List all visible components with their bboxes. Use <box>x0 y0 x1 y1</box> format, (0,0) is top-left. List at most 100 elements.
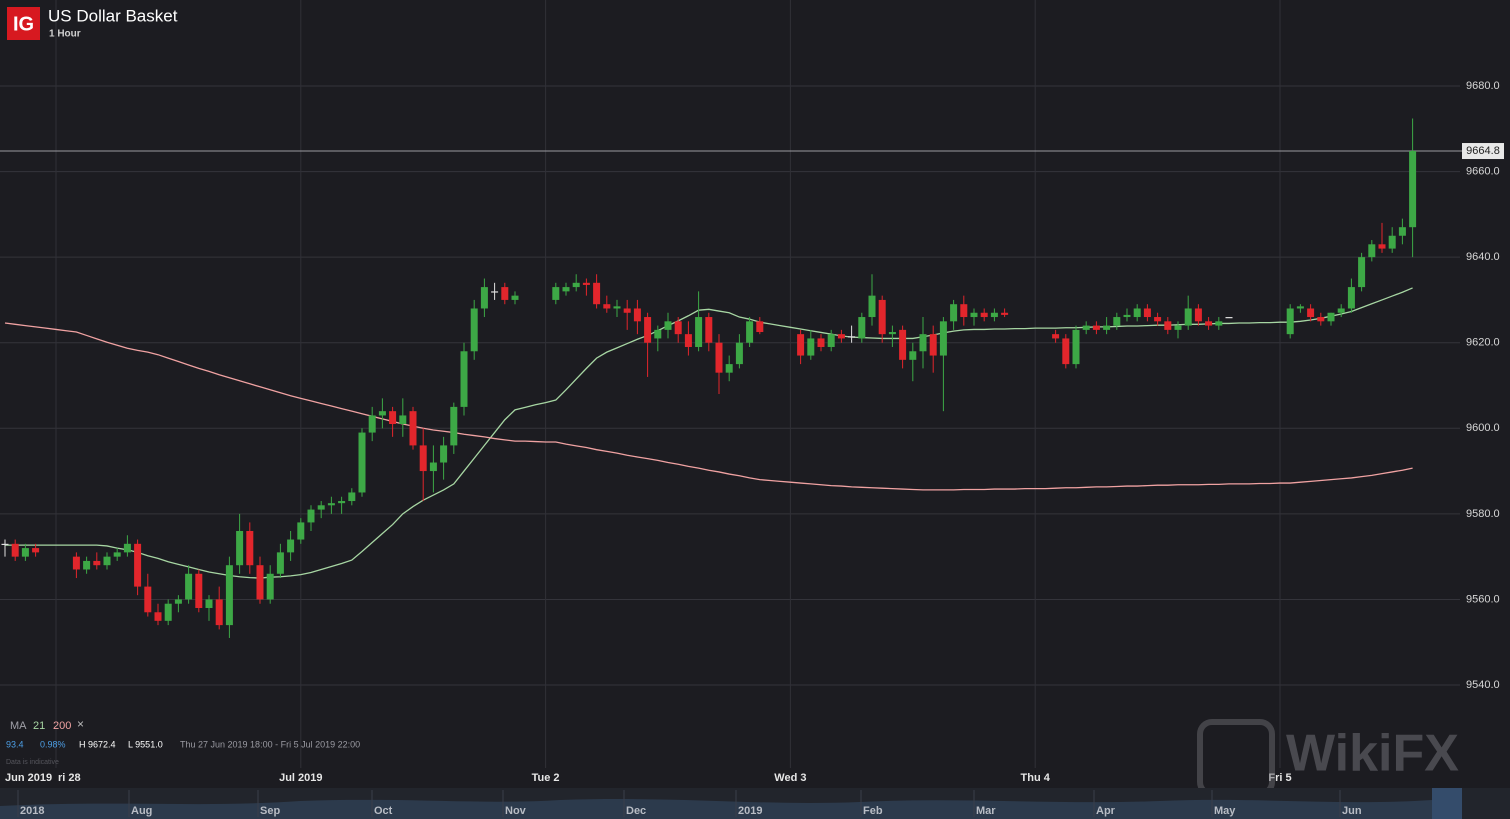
navigator-label: Aug <box>131 805 152 817</box>
candle-body <box>1347 287 1355 309</box>
candle-body <box>1001 312 1009 315</box>
change-percent: 0.98% <box>40 739 66 749</box>
candle-body <box>399 415 407 425</box>
x-tick-label: Thu 4 <box>1021 772 1051 784</box>
candle-body <box>1103 325 1111 330</box>
candle-body <box>1052 334 1060 339</box>
candle-body <box>368 415 376 433</box>
candle-body <box>1388 235 1396 249</box>
interval: 1 Hour <box>49 29 81 40</box>
date-range: Thu 27 Jun 2019 18:00 - Fri 5 Jul 2019 2… <box>180 739 360 749</box>
candle-body <box>664 321 672 330</box>
candle-body <box>1337 308 1345 313</box>
navigator-label: May <box>1214 805 1236 817</box>
candle-body <box>409 411 417 446</box>
candle-body <box>429 462 437 472</box>
candle-body <box>633 308 641 322</box>
watermark-text: WikiFX <box>1286 725 1459 783</box>
candle-body <box>950 304 958 322</box>
legend-entry[interactable]: 21 <box>33 720 45 732</box>
candle-body <box>1184 308 1192 326</box>
navigator-label: Oct <box>374 805 393 817</box>
candle-body <box>684 334 692 347</box>
candle-body <box>1317 317 1325 322</box>
candle-body <box>695 317 703 347</box>
candle-body <box>929 334 937 356</box>
navigator-label: Apr <box>1096 805 1116 817</box>
candle-body <box>378 411 386 416</box>
logo-text: IG <box>13 13 34 35</box>
candle-body <box>1205 321 1213 326</box>
candle-body <box>256 565 264 600</box>
candle-body <box>501 287 509 300</box>
candle-body <box>154 612 162 621</box>
candle-body <box>990 312 998 318</box>
change: 93.4 <box>6 739 24 749</box>
candle-body <box>348 492 356 502</box>
navigator-label: Mar <box>976 805 996 817</box>
candle-body <box>1358 257 1366 288</box>
navigator-label: Sep <box>260 805 280 817</box>
candle-body <box>848 336 856 338</box>
candle-body <box>1154 317 1162 322</box>
candle-body <box>205 599 213 608</box>
candle-body <box>1062 338 1070 365</box>
legend-close[interactable]: × <box>77 717 84 731</box>
candle-body <box>899 329 907 360</box>
candle-body <box>1174 325 1182 330</box>
candle-body <box>470 308 478 352</box>
candle-body <box>358 432 366 493</box>
candle-body <box>878 299 886 335</box>
candle-body <box>1164 321 1172 330</box>
candle-body <box>603 304 611 309</box>
candle-body <box>644 317 652 343</box>
candle-body <box>21 548 29 557</box>
candle-body <box>480 287 488 309</box>
x-tick-label: ri 28 <box>58 772 81 784</box>
candle-body <box>552 287 560 300</box>
candle-body <box>858 317 866 339</box>
candle-body <box>1398 227 1406 236</box>
candle-body <box>123 543 131 553</box>
candle-body <box>317 505 325 510</box>
candle-body <box>960 304 968 318</box>
candle-body <box>93 560 101 566</box>
candle-body <box>1133 308 1141 318</box>
candle-body <box>715 342 723 373</box>
candle-body <box>980 312 988 318</box>
note: Data is indicative <box>6 759 59 766</box>
candle-body <box>970 312 978 318</box>
candle-body <box>1072 329 1080 365</box>
candle-body <box>909 351 917 360</box>
candle-body <box>725 364 733 373</box>
x-start-label: Jun 2019 <box>5 772 52 784</box>
navigator-window[interactable] <box>1432 788 1462 819</box>
candle-body <box>174 599 182 604</box>
candle-body <box>1327 312 1335 322</box>
x-tick-label: Wed 3 <box>774 772 806 784</box>
candle-body <box>83 560 91 570</box>
candle-body <box>939 321 947 356</box>
candle-body <box>735 342 743 365</box>
navigator-label: 2019 <box>738 805 762 817</box>
candle-body <box>674 321 682 335</box>
candle-body <box>113 552 121 557</box>
candle-body <box>1296 306 1304 309</box>
candle-body <box>613 306 621 309</box>
watermark: WikiFX <box>1197 719 1459 797</box>
candle-body <box>1368 244 1376 258</box>
candle-body <box>103 556 111 566</box>
candle-body <box>307 509 315 523</box>
candle-body <box>1225 317 1233 319</box>
navigator-label: Nov <box>505 805 527 817</box>
candle-body <box>236 530 244 566</box>
candle-body <box>246 530 254 566</box>
candle-body <box>511 295 519 300</box>
navigator-label: Jun <box>1342 805 1362 817</box>
high: H 9672.4 <box>79 739 116 749</box>
last-price-label: 9664.8 <box>1466 145 1500 157</box>
legend-entry[interactable]: 200 <box>53 720 71 732</box>
candle-body <box>562 287 570 292</box>
y-tick-label: 9560.0 <box>1466 593 1500 605</box>
